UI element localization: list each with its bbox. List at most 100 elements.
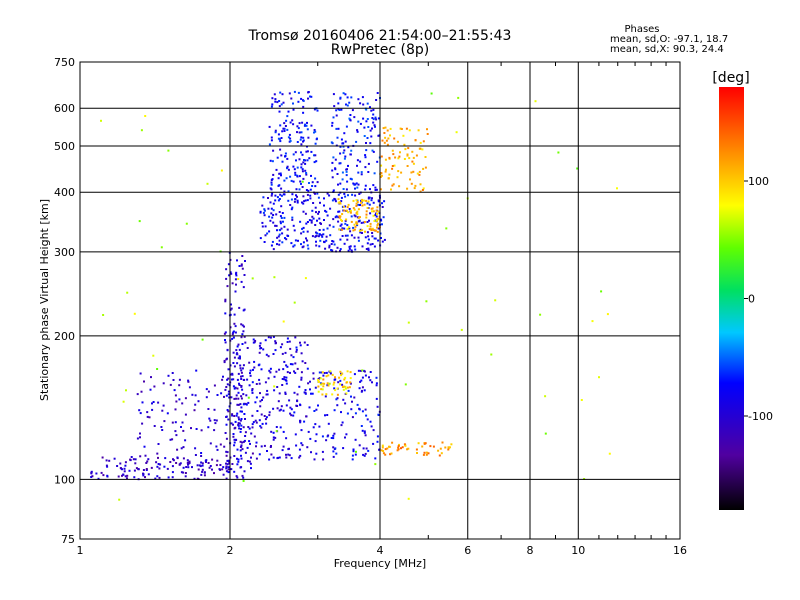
data-point	[419, 183, 422, 186]
data-point	[175, 400, 178, 403]
data-point	[123, 467, 126, 470]
data-point	[360, 221, 363, 224]
data-point	[359, 216, 361, 219]
data-point	[234, 278, 237, 281]
data-point	[326, 214, 329, 217]
data-point	[156, 368, 159, 370]
data-point	[207, 462, 210, 464]
data-point	[130, 456, 133, 458]
data-point	[320, 383, 323, 386]
data-point	[233, 415, 236, 417]
data-point	[363, 221, 366, 223]
data-point	[372, 214, 375, 217]
data-point	[330, 249, 333, 251]
data-point	[304, 389, 307, 391]
data-point	[379, 176, 382, 178]
data-point	[319, 201, 321, 204]
data-point	[266, 389, 269, 392]
data-point	[224, 298, 227, 301]
data-point	[235, 349, 238, 352]
data-point	[333, 105, 336, 108]
data-point	[343, 242, 346, 245]
data-point	[350, 408, 353, 411]
data-point	[310, 150, 313, 153]
data-point	[334, 200, 337, 203]
data-point	[391, 167, 394, 170]
data-point	[415, 154, 418, 157]
data-point	[235, 283, 237, 286]
data-point	[354, 225, 357, 228]
data-point	[384, 448, 387, 451]
data-point	[300, 151, 302, 154]
data-point	[325, 393, 328, 396]
data-point	[338, 228, 341, 231]
data-point	[325, 239, 328, 242]
data-point	[258, 378, 261, 381]
data-point	[240, 280, 243, 283]
data-point	[289, 175, 292, 178]
data-point	[600, 290, 603, 293]
data-point	[374, 229, 377, 232]
data-point	[343, 192, 346, 195]
x-tick-label: 16	[673, 544, 687, 557]
data-point	[256, 410, 259, 412]
data-point	[272, 209, 275, 212]
data-point	[239, 419, 242, 422]
data-point	[371, 210, 373, 213]
data-point	[269, 201, 272, 204]
data-point	[365, 414, 368, 417]
data-point	[139, 436, 141, 439]
data-point	[259, 237, 262, 240]
data-point	[455, 131, 458, 134]
data-point	[279, 172, 282, 175]
data-point	[327, 384, 330, 387]
data-point	[278, 172, 281, 175]
data-point	[343, 132, 346, 135]
data-point	[439, 447, 442, 450]
data-point	[241, 410, 243, 413]
data-point	[369, 188, 371, 191]
data-point	[294, 173, 297, 176]
data-point	[306, 344, 309, 346]
data-point	[377, 117, 380, 120]
data-point	[333, 378, 336, 381]
data-point	[236, 476, 239, 479]
data-point	[191, 466, 193, 469]
data-point	[236, 353, 239, 356]
data-point	[344, 155, 347, 158]
data-point	[361, 229, 364, 232]
colorbar-tick-label: 100	[748, 175, 769, 188]
data-point	[276, 236, 279, 239]
data-point	[341, 386, 344, 388]
data-point	[308, 219, 311, 222]
data-point	[350, 149, 353, 152]
data-point	[226, 459, 229, 462]
data-point	[339, 248, 342, 251]
data-point	[288, 399, 291, 402]
data-point	[244, 435, 247, 437]
data-point	[270, 445, 272, 447]
data-point	[347, 146, 350, 149]
data-point	[240, 454, 242, 457]
data-point	[299, 454, 302, 457]
data-point	[234, 290, 237, 293]
data-point	[308, 157, 311, 160]
data-point	[326, 192, 329, 195]
data-point	[327, 422, 330, 425]
data-point	[316, 192, 319, 195]
data-point	[186, 459, 189, 462]
data-point	[274, 129, 277, 132]
data-point	[243, 413, 246, 415]
data-point	[374, 463, 377, 466]
data-point	[349, 381, 352, 384]
data-point	[232, 362, 235, 364]
data-point	[213, 419, 216, 422]
data-point	[314, 142, 317, 145]
data-point	[393, 137, 396, 140]
data-point	[187, 462, 190, 465]
data-point	[248, 384, 251, 387]
data-point	[282, 409, 285, 412]
data-point	[349, 371, 352, 374]
data-point	[185, 466, 188, 468]
data-point	[331, 176, 334, 179]
